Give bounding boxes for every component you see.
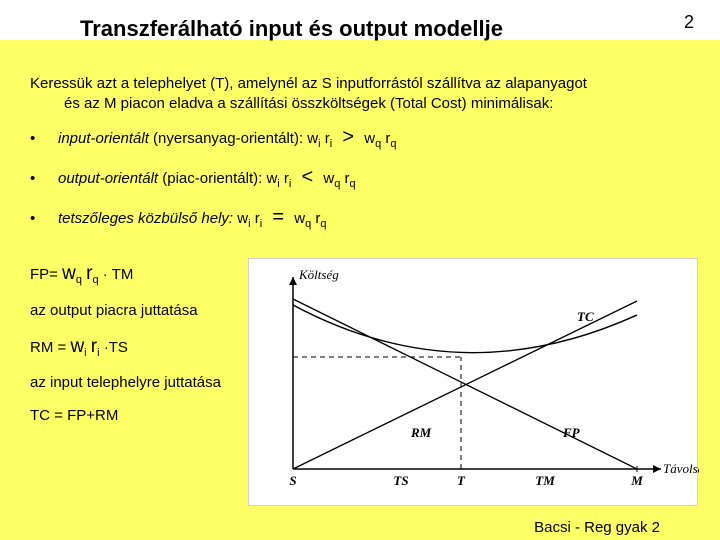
intro-text: Keressük azt a telephelyet (T), amelynél… <box>30 74 696 113</box>
bullet-1-text: input-orientált (nyersanyag-orientált): … <box>58 126 397 150</box>
page-number: 2 <box>684 12 694 33</box>
bullet-marker: • <box>30 170 58 187</box>
svg-text:TM: TM <box>535 473 555 488</box>
left-formulas: FP= wq rq · TM az output piacra juttatás… <box>30 262 240 440</box>
bullet-2: • output-orientált (piac-orientált): wi … <box>30 166 397 190</box>
bullet-3: • tetszőleges közbülső hely: wi ri = wq … <box>30 206 397 230</box>
svg-text:TC: TC <box>577 309 594 324</box>
intro-line-1: Keressük azt a telephelyet (T), amelynél… <box>30 74 696 94</box>
cost-chart: Költség Távolság S TS T TM M TC RM FP <box>248 258 698 506</box>
rm-desc: az input telephelyre juttatása <box>30 374 240 393</box>
bullet-marker: • <box>30 130 58 147</box>
svg-text:S: S <box>289 473 296 488</box>
rm-formula: RM = wi ri ·TS <box>30 335 240 361</box>
intro-line-2: és az M piacon eladva a szállítási összk… <box>30 94 696 114</box>
svg-text:Távolság: Távolság <box>663 461 699 476</box>
svg-text:TS: TS <box>393 473 408 488</box>
fp-formula: FP= wq rq · TM <box>30 262 240 288</box>
svg-text:M: M <box>630 473 643 488</box>
bullet-marker: • <box>30 210 58 227</box>
tc-formula: TC = FP+RM <box>30 407 240 426</box>
footer-text: Bacsi - Reg gyak 2 <box>534 519 660 536</box>
svg-text:RM: RM <box>410 425 432 440</box>
bullet-2-text: output-orientált (piac-orientált): wi ri… <box>58 166 356 190</box>
slide: Transzferálható input és output modellje… <box>0 0 720 540</box>
chart-svg: Költség Távolság S TS T TM M TC RM FP <box>249 259 699 507</box>
svg-text:FP: FP <box>562 425 581 440</box>
fp-desc: az output piacra juttatása <box>30 302 240 321</box>
bullet-1: • input-orientált (nyersanyag-orientált)… <box>30 126 397 150</box>
bullet-list: • input-orientált (nyersanyag-orientált)… <box>30 126 397 246</box>
bullet-3-text: tetszőleges közbülső hely: wi ri = wq rq <box>58 206 327 230</box>
svg-text:T: T <box>457 473 466 488</box>
page-title: Transzferálható input és output modellje <box>80 16 503 42</box>
svg-text:Költség: Költség <box>298 267 339 282</box>
